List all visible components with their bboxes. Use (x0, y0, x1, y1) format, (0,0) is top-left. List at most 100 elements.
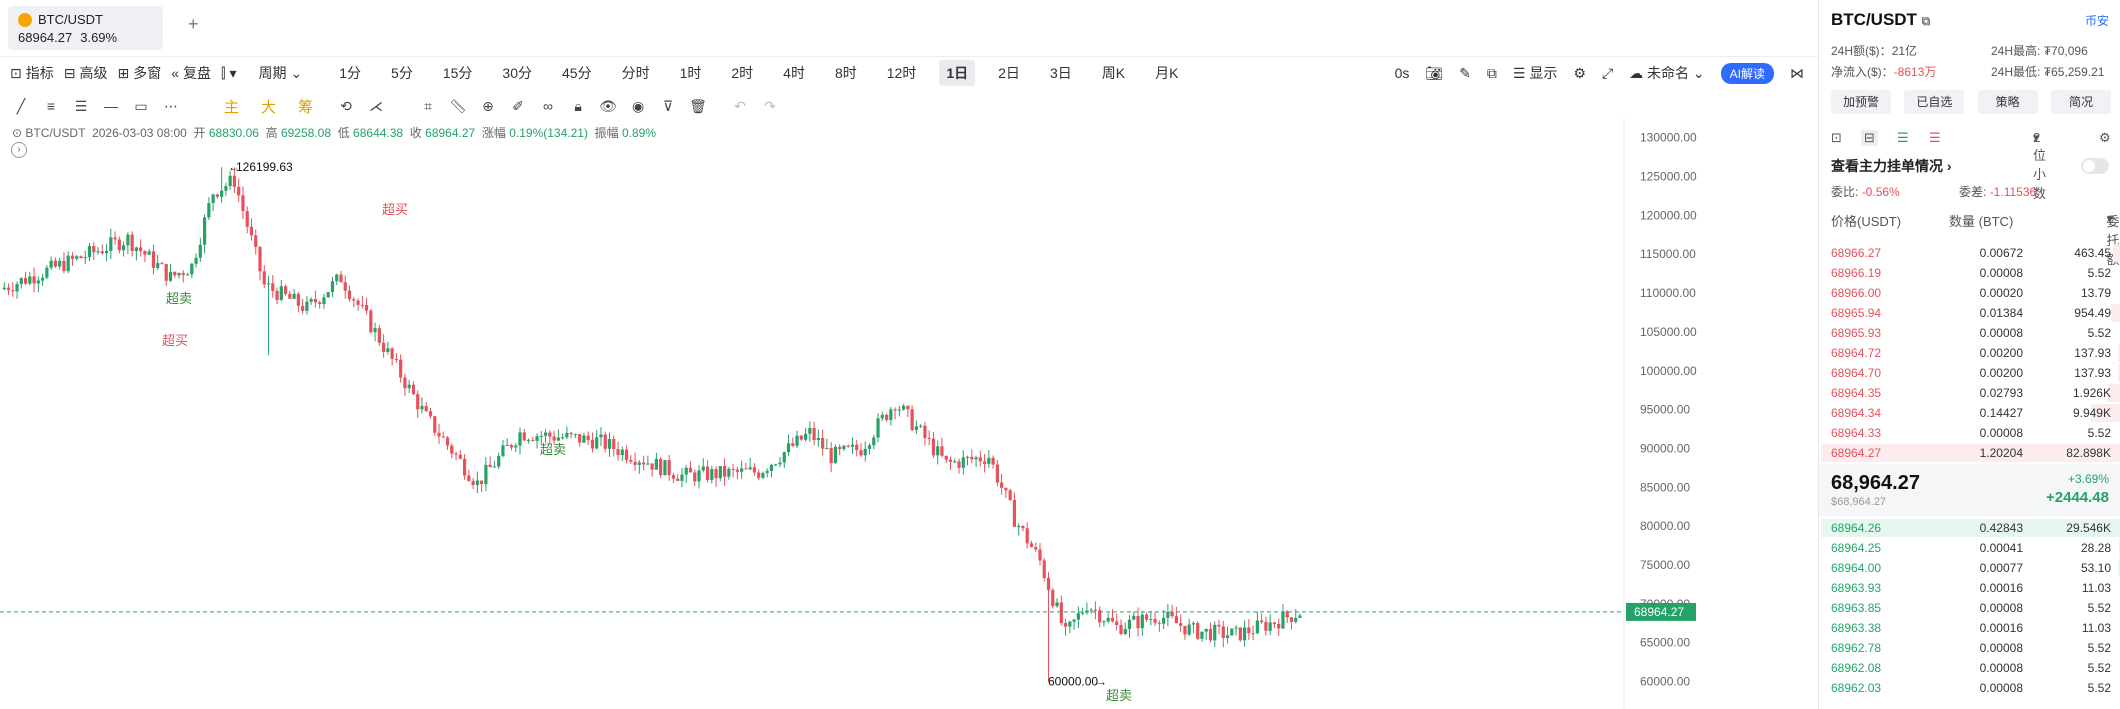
orderbook-row[interactable]: 68964.25 0.00041 28.28 (1819, 538, 2120, 558)
period-0[interactable]: 1分 (339, 65, 362, 81)
candlestick-chart[interactable]: 130000.00 125000.00 120000.00 115000.00 1100… (0, 118, 1812, 709)
main-order-link[interactable]: 查看主力挂单情况 › (1831, 158, 1952, 174)
period-select[interactable]: 周期 ⌄ (258, 64, 303, 82)
multi-window-button[interactable]: ⊞ 多窗 (117, 64, 162, 82)
advanced-button[interactable]: ⊟ 高级 (63, 64, 108, 82)
indicator-chip[interactable]: 筹 (298, 98, 314, 116)
link-icon[interactable]: ∞ (543, 98, 554, 114)
trend-line-icon[interactable]: ╱ (16, 97, 26, 114)
layout-select[interactable]: ☁ 未命名 ⌄ (1629, 65, 1705, 81)
orderbook-row[interactable]: 68964.26 0.42843 29.546K (1819, 518, 2120, 538)
precision-select[interactable]: 2位小数 ▾ (2033, 130, 2047, 201)
layout-icon[interactable]: ⊡ (1831, 130, 1842, 145)
orderbook-row[interactable]: 68966.00 0.00020 13.79 (1819, 283, 2120, 303)
book-both-icon[interactable]: ⊟ (1861, 130, 1878, 146)
display-button[interactable]: ☰ 显示 (1512, 65, 1558, 81)
period-7[interactable]: 2时 (731, 65, 754, 81)
horizontal-line-icon[interactable]: — (104, 98, 118, 114)
orderbook-row[interactable]: 68963.85 0.00008 5.52 (1819, 598, 2120, 618)
orderbook-row[interactable]: 68965.94 0.01384 954.49 (1819, 303, 2120, 323)
orderbook-row[interactable]: 68964.70 0.00200 137.93 (1819, 363, 2120, 383)
indicator-big[interactable]: 大 (261, 98, 277, 116)
period-12[interactable]: 2日 (998, 65, 1020, 81)
watchlist-button[interactable]: 已自选 (1904, 90, 1965, 114)
settings-icon[interactable]: ⚙ (1573, 64, 1586, 81)
period-14[interactable]: 周K (1101, 65, 1126, 81)
alert-button[interactable]: 加预警 (1831, 90, 1891, 114)
period-1[interactable]: 5分 (391, 65, 413, 81)
candle-body (970, 456, 974, 460)
fullscreen-icon[interactable]: ⤢ (1601, 64, 1614, 81)
orderbook-row[interactable]: 68964.35 0.02793 1.926K (1819, 383, 2120, 403)
sync-icon[interactable]: ⟲ (340, 97, 352, 114)
indicator-button[interactable]: ⊡ 指标 (10, 64, 54, 82)
magnet-icon[interactable]: ⋌ (369, 97, 384, 114)
indicator-main[interactable]: 主 (224, 98, 240, 116)
replay-button[interactable]: «复盘 (171, 65, 211, 81)
more-tools-icon[interactable]: ⋯ (164, 97, 178, 114)
chart-type-button[interactable]: ⫿ ▾ (221, 65, 237, 82)
channel-icon[interactable]: ☰ (74, 97, 88, 114)
orderbook-row[interactable]: 68966.27 0.00672 463.45 (1819, 243, 2120, 263)
settings-icon[interactable]: ⚙ (2099, 130, 2111, 145)
period-3[interactable]: 30分 (502, 65, 532, 81)
candle-body (296, 293, 300, 306)
period-6[interactable]: 1时 (679, 65, 702, 81)
add-tab-button[interactable]: + (188, 14, 199, 34)
candle-body (373, 328, 377, 333)
ai-button[interactable]: AI解读 (1720, 62, 1774, 84)
period-9[interactable]: 8时 (834, 65, 857, 81)
row-qty: 0.00672 (1979, 246, 2023, 260)
share-icon[interactable]: ⋈ (1790, 64, 1804, 81)
candle-body (41, 277, 45, 281)
copy-icon[interactable]: ⧉ (1921, 14, 1931, 28)
trash-icon[interactable]: 🗑︎ (689, 97, 707, 114)
orderbook-row[interactable]: 68964.34 0.14427 9.949K (1819, 403, 2120, 423)
rectangle-icon[interactable]: ▭ (134, 97, 148, 114)
book-bids-icon[interactable]: ☰ (1897, 130, 1909, 145)
orderbook-row[interactable]: 68964.27 1.20204 82.898K (1819, 443, 2120, 463)
orderbook-row[interactable]: 68963.38 0.00016 11.03 (1819, 618, 2120, 638)
orderbook-row[interactable]: 68963.93 0.00016 11.03 (1819, 578, 2120, 598)
orderbook-row[interactable]: 68966.19 0.00008 5.52 (1819, 263, 2120, 283)
undo-icon[interactable]: ↶ (734, 97, 746, 114)
period-8[interactable]: 4时 (783, 65, 805, 81)
eye-icon[interactable]: ⊙ (12, 126, 23, 140)
pen-icon[interactable]: ✎ (1459, 64, 1471, 81)
candle-body (556, 437, 560, 441)
camera-icon[interactable]: 📷︎ (1425, 64, 1444, 81)
orderbook-row[interactable]: 68964.33 0.00008 5.52 (1819, 423, 2120, 443)
period-4[interactable]: 45分 (562, 65, 592, 81)
period-10[interactable]: 12时 (886, 65, 917, 81)
orderbook-row[interactable]: 68964.72 0.00200 137.93 (1819, 343, 2120, 363)
lock-icon[interactable]: 🔒︎ (574, 97, 582, 114)
ruler-icon[interactable]: 📏︎ (449, 97, 467, 114)
period-11[interactable]: 1日 (939, 60, 976, 86)
orderbook-row[interactable]: 68962.08 0.00008 5.52 (1819, 658, 2120, 678)
collapse-chevron-icon[interactable]: › (11, 142, 27, 158)
orderbook-row[interactable]: 68962.03 0.00008 5.52 (1819, 678, 2120, 698)
period-13[interactable]: 3日 (1049, 65, 1072, 81)
orderbook-row[interactable]: 68965.93 0.00008 5.52 (1819, 323, 2120, 343)
exchange-link[interactable]: 币安 (2084, 14, 2109, 28)
main-order-toggle[interactable] (2081, 158, 2109, 174)
parallel-lines-icon[interactable]: ≡ (46, 98, 56, 114)
zoom-icon[interactable]: ⊕ (482, 97, 494, 114)
redo-icon[interactable]: ↷ (764, 97, 776, 114)
orderbook-row[interactable]: 68962.78 0.00008 5.52 (1819, 638, 2120, 658)
candle-body (974, 457, 978, 460)
strategy-button[interactable]: 策略 (1977, 90, 2038, 114)
fullscreen-exit-icon[interactable]: ⧉ (1486, 64, 1497, 81)
period-5[interactable]: 分时 (621, 65, 650, 81)
overview-button[interactable]: 简况 (2050, 90, 2111, 114)
crop-icon[interactable]: ⌗ (424, 97, 432, 114)
hide-icon[interactable]: ◉ (631, 97, 645, 114)
filter-icon[interactable]: ⊽ (662, 97, 674, 114)
brush-icon[interactable]: ✐ (512, 97, 524, 114)
tab-btc-usdt[interactable]: BTC/USDT 68964.27 3.69% (8, 6, 163, 50)
period-2[interactable]: 15分 (442, 65, 473, 81)
orderbook-row[interactable]: 68964.00 0.00077 53.10 (1819, 558, 2120, 578)
period-15[interactable]: 月K (1155, 65, 1179, 81)
eye-icon[interactable]: 👁︎ (599, 97, 617, 114)
book-asks-icon[interactable]: ☰ (1929, 130, 1941, 145)
